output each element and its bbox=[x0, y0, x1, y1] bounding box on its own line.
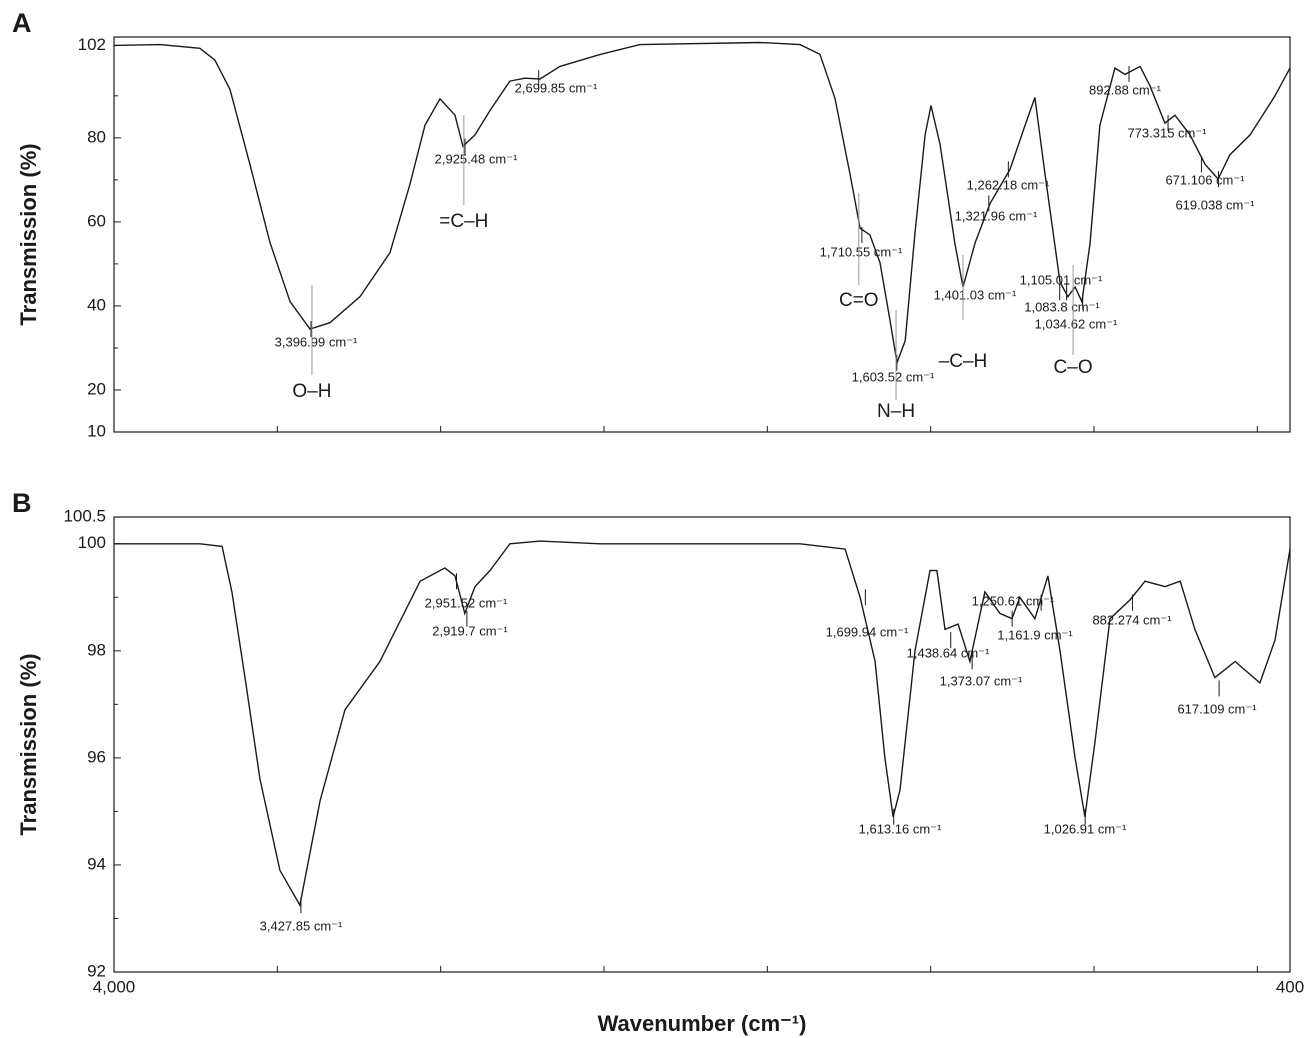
plot-frame bbox=[113, 36, 1291, 433]
spectrum-line bbox=[113, 41, 1291, 366]
peak-label: 1,699.94 cm⁻¹ bbox=[826, 624, 909, 639]
plot-frame bbox=[113, 516, 1291, 973]
peak-label: 1,083.8 cm⁻¹ bbox=[1024, 299, 1100, 314]
peak-label: 3,396.99 cm⁻¹ bbox=[275, 334, 358, 349]
x-axis-label: Wavenumber (cm⁻¹) bbox=[598, 1011, 807, 1036]
y-tick-label: 100.5 bbox=[63, 506, 106, 525]
y-tick-label: 92 bbox=[87, 961, 106, 980]
group-label: –C–H bbox=[939, 351, 988, 372]
peak-label: 1,161.9 cm⁻¹ bbox=[997, 627, 1073, 642]
y-tick-label: 40 bbox=[87, 295, 106, 314]
panel-label: B bbox=[12, 488, 32, 518]
peak-label: 1,401.03 cm⁻¹ bbox=[934, 287, 1017, 302]
x-tick-label: 400 bbox=[1276, 977, 1304, 996]
group-label: C=O bbox=[839, 290, 879, 311]
peak-label: 1,026.91 cm⁻¹ bbox=[1044, 821, 1127, 836]
peak-label: 892.88 cm⁻¹ bbox=[1089, 82, 1162, 97]
group-label: N–H bbox=[877, 401, 915, 422]
y-tick-label: 60 bbox=[87, 211, 106, 230]
peak-label: 2,699.85 cm⁻¹ bbox=[515, 80, 598, 95]
panel-label: A bbox=[12, 8, 32, 38]
y-tick-label: 96 bbox=[87, 747, 106, 766]
peak-label: 3,427.85 cm⁻¹ bbox=[260, 918, 343, 933]
peak-label: 1,105.01 cm⁻¹ bbox=[1020, 272, 1103, 287]
peak-label: 671.106 cm⁻¹ bbox=[1165, 172, 1245, 187]
y-axis-label: Transmission (%) bbox=[16, 143, 41, 325]
group-label: O–H bbox=[292, 381, 331, 402]
peak-label: 1,603.52 cm⁻¹ bbox=[852, 369, 935, 384]
y-tick-label: 98 bbox=[87, 640, 106, 659]
peak-label: 1,613.16 cm⁻¹ bbox=[859, 821, 942, 836]
y-tick-label: 100 bbox=[78, 533, 106, 552]
peak-label: 2,919.7 cm⁻¹ bbox=[432, 623, 508, 638]
peak-label: 2,925.48 cm⁻¹ bbox=[435, 151, 518, 166]
peak-label: 1,438.64 cm⁻¹ bbox=[907, 645, 990, 660]
peak-label: 1,250.61 cm⁻¹ bbox=[972, 593, 1055, 608]
peak-label: 2,951.52 cm⁻¹ bbox=[425, 595, 508, 610]
y-axis-label: Transmission (%) bbox=[16, 653, 41, 835]
y-tick-label: 102 bbox=[78, 35, 106, 54]
peak-label: 773.315 cm⁻¹ bbox=[1127, 125, 1207, 140]
peak-label: 619.038 cm⁻¹ bbox=[1175, 197, 1255, 212]
y-tick-label: 94 bbox=[87, 854, 106, 873]
peak-label: 617.109 cm⁻¹ bbox=[1177, 701, 1257, 716]
spectrum-line bbox=[114, 540, 1291, 908]
peak-label: 1,710.55 cm⁻¹ bbox=[820, 244, 903, 259]
group-label: C–O bbox=[1054, 357, 1093, 378]
peak-label: 882.274 cm⁻¹ bbox=[1092, 612, 1172, 627]
peak-label: 1,262.18 cm⁻¹ bbox=[967, 177, 1050, 192]
group-label: =C–H bbox=[439, 211, 488, 232]
peak-label: 1,321.96 cm⁻¹ bbox=[955, 208, 1038, 223]
x-tick-label: 4,000 bbox=[93, 977, 136, 996]
peak-label: 1,373.07 cm⁻¹ bbox=[940, 673, 1023, 688]
y-tick-label: 20 bbox=[87, 379, 106, 398]
y-tick-label: 80 bbox=[87, 127, 106, 146]
y-tick-label: 10 bbox=[87, 421, 106, 440]
peak-label: 1,034.62 cm⁻¹ bbox=[1035, 316, 1118, 331]
